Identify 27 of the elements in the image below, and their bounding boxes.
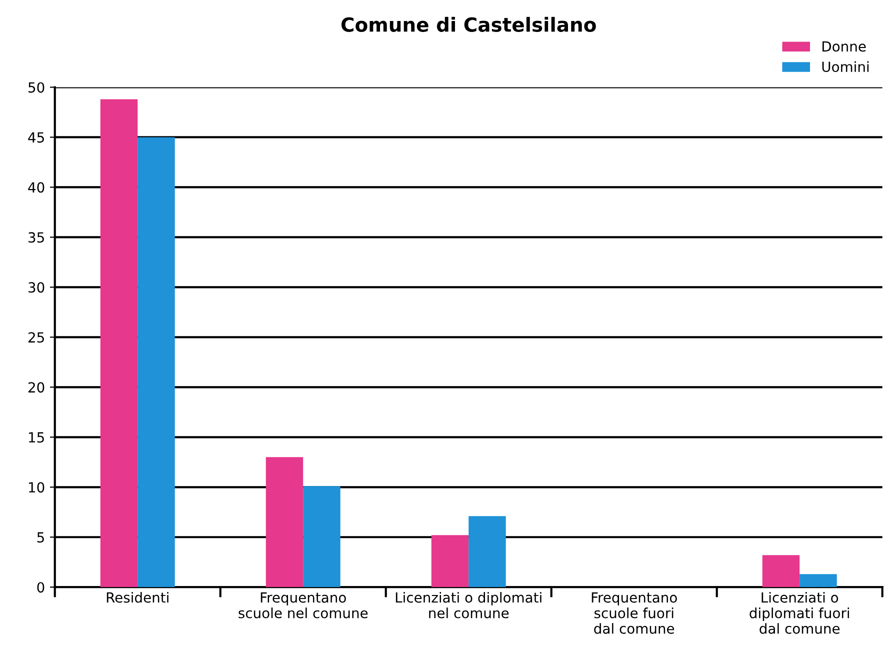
bar [303, 486, 340, 588]
x-tick-label: Frequentano scuole fuori dal comune [592, 592, 677, 634]
y-tick-label: 0 [37, 582, 44, 593]
legend-label: Donne [822, 41, 866, 52]
x-tick-label: Licenziati o diplomati fuori dal comune [750, 592, 849, 634]
bar [138, 137, 175, 588]
y-tick-label: 5 [37, 532, 44, 543]
bar [800, 574, 837, 588]
x-tick-label: Residenti [106, 592, 168, 603]
y-tick-label: 30 [28, 282, 44, 293]
bar [100, 99, 138, 588]
chart-title: Comune di Castelsilano [341, 16, 596, 32]
bar [266, 457, 304, 588]
y-tick-label: 15 [29, 432, 44, 443]
y-tick-label: 45 [28, 132, 44, 143]
bar [468, 516, 506, 588]
bar [762, 555, 800, 588]
y-tick-label: 25 [28, 332, 44, 343]
y-tick-label: 50 [28, 82, 44, 93]
bar [431, 535, 469, 588]
y-tick-label: 10 [29, 482, 44, 493]
y-tick-label: 40 [28, 182, 44, 193]
x-tick-label: Frequentano scuole nel comune [238, 592, 368, 618]
x-tick-label: Licenziati o diplomati nel comune [396, 592, 542, 618]
y-tick-label: 20 [28, 382, 44, 393]
legend-label: Uomini [822, 61, 869, 72]
y-tick-label: 35 [28, 232, 44, 243]
